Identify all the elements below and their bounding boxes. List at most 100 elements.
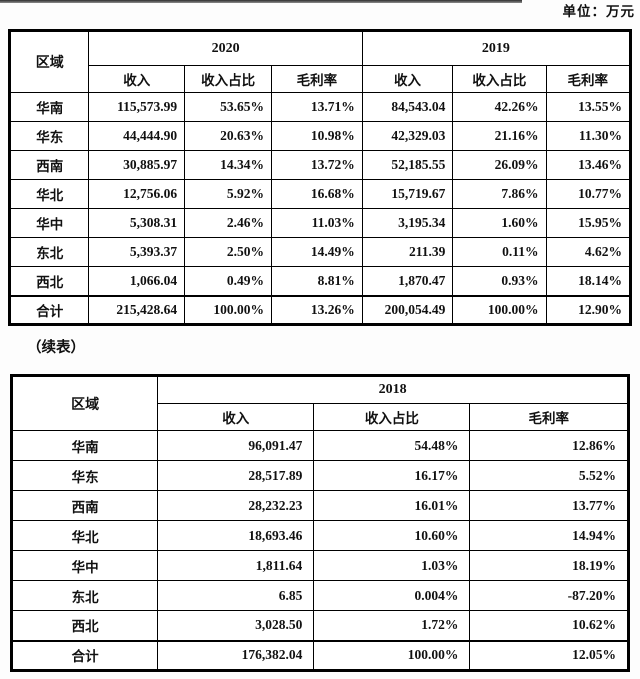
table-row: 华东 44,444.90 20.63% 10.98% 42,329.03 21.16% 11… xyxy=(8,121,631,151)
value-cell: 14.49% xyxy=(271,237,363,267)
value-cell: 10.62% xyxy=(469,610,629,641)
value-cell: 52,185.55 xyxy=(361,150,454,180)
value-cell: 13.55% xyxy=(545,92,631,122)
table-row: 东北 6.85 0.004% -87.20% xyxy=(10,580,629,611)
top-horizontal-rule xyxy=(0,0,522,3)
value-cell: 0.93% xyxy=(452,266,547,296)
table-row: 华东 28,517.89 16.17% 5.52% xyxy=(10,460,629,491)
value-cell: 5.52% xyxy=(469,460,629,491)
value-cell: 12,756.06 xyxy=(88,179,186,209)
value-cell: 96,091.47 xyxy=(157,430,315,461)
revenue-table-2018: 区域 2018 收入 收入占比 毛利率 华南 96,091.47 54.48% 12.… xyxy=(10,374,630,672)
value-cell: 3,195.34 xyxy=(361,208,454,238)
region-cell: 华东 xyxy=(10,460,159,491)
value-cell: 100.00% xyxy=(184,294,273,325)
value-cell: 211.39 xyxy=(361,237,454,267)
table-row: 西南 28,232.23 16.01% 13.77% xyxy=(10,490,629,521)
table-row: 华中 5,308.31 2.46% 11.03% 3,195.34 1.60% 15.95% xyxy=(8,208,631,238)
t1-body: 华南 115,573.99 53.65% 13.71% 84,543.04 42.26% 1… xyxy=(8,92,631,325)
table1-header: 区域 2020 2019 收入 收入占比 毛利率 收入 收入占比 毛利率 xyxy=(8,30,632,93)
value-cell: 12.05% xyxy=(469,639,629,671)
region-cell: 华中 xyxy=(10,550,159,581)
total-label-cell: 合计 xyxy=(10,639,159,671)
value-cell: 10.98% xyxy=(271,121,363,151)
region-cell: 西南 xyxy=(10,490,159,521)
value-cell: 84,543.04 xyxy=(361,92,454,122)
value-cell: 15,719.67 xyxy=(361,179,454,209)
value-cell: 13.46% xyxy=(545,150,631,180)
value-cell: 3,028.50 xyxy=(157,610,315,641)
table-total-row: 合计 215,428.64 100.00% 13.26% 200,054.49 100.0… xyxy=(8,294,631,325)
year-header-2019: 2019 xyxy=(361,30,632,66)
column-header-gross-margin: 毛利率 xyxy=(545,65,631,93)
value-cell: 4.62% xyxy=(545,237,631,267)
value-cell: 42,329.03 xyxy=(361,121,454,151)
column-header-revenue: 收入 xyxy=(88,65,186,93)
value-cell: 6.85 xyxy=(157,580,315,611)
value-cell: 54.48% xyxy=(313,430,471,461)
table-row: 华南 96,091.47 54.48% 12.86% xyxy=(10,430,629,461)
table-row: 华北 12,756.06 5.92% 16.68% 15,719.67 7.86% 10.7… xyxy=(8,179,631,209)
value-cell: 2.50% xyxy=(184,237,273,267)
table2-subheader-row: 收入 收入占比 毛利率 xyxy=(12,403,629,431)
column-header-gross-margin: 毛利率 xyxy=(469,403,629,431)
value-cell: 0.11% xyxy=(452,237,547,267)
year-header-2018: 2018 xyxy=(157,375,629,404)
column-header-revenue-share: 收入占比 xyxy=(313,403,471,431)
table-row: 华南 115,573.99 53.65% 13.71% 84,543.04 42.26% 1… xyxy=(8,92,631,122)
value-cell: 7.86% xyxy=(452,179,547,209)
table1-year-row: 区域 2020 2019 xyxy=(8,30,632,93)
region-cell: 华南 xyxy=(8,92,90,122)
revenue-table-2020-2019: 区域 2020 2019 收入 收入占比 毛利率 收入 收入占比 毛利率 华南 1… xyxy=(8,29,632,326)
table-row: 西北 1,066.04 0.49% 8.81% 1,870.47 0.93% 18.14% xyxy=(8,266,631,296)
region-cell: 西南 xyxy=(8,150,90,180)
region-column-header: 区域 xyxy=(10,375,159,431)
value-cell: 2.46% xyxy=(184,208,273,238)
value-cell: 200,054.49 xyxy=(361,294,454,325)
table2-header: 区域 2018 收入 收入占比 毛利率 xyxy=(10,375,629,431)
value-cell: 12.86% xyxy=(469,430,629,461)
value-cell: 1.60% xyxy=(452,208,547,238)
value-cell: 5,308.31 xyxy=(88,208,186,238)
value-cell: 1.72% xyxy=(313,610,471,641)
column-header-revenue: 收入 xyxy=(157,403,315,431)
value-cell: 215,428.64 xyxy=(88,294,186,325)
region-cell: 东北 xyxy=(8,237,90,267)
unit-label: 单位：万元 xyxy=(562,4,635,19)
value-cell: 5.92% xyxy=(184,179,273,209)
table-row: 华中 1,811.64 1.03% 18.19% xyxy=(10,550,629,581)
value-cell: 18,693.46 xyxy=(157,520,315,551)
value-cell: 1.03% xyxy=(313,550,471,581)
value-cell: 21.16% xyxy=(452,121,547,151)
region-cell: 东北 xyxy=(10,580,159,611)
region-column-header: 区域 xyxy=(8,30,90,93)
value-cell: 5,393.37 xyxy=(88,237,186,267)
value-cell: 13.77% xyxy=(469,490,629,521)
region-cell: 华南 xyxy=(10,430,159,461)
value-cell: 13.71% xyxy=(271,92,363,122)
value-cell: 13.26% xyxy=(271,294,363,325)
year-header-2020: 2020 xyxy=(88,30,363,66)
column-header-revenue: 收入 xyxy=(361,65,454,93)
region-cell: 西北 xyxy=(10,610,159,641)
value-cell: 26.09% xyxy=(452,150,547,180)
column-header-gross-margin: 毛利率 xyxy=(271,65,363,93)
value-cell: 16.68% xyxy=(271,179,363,209)
value-cell: 11.30% xyxy=(545,121,631,151)
value-cell: 12.90% xyxy=(545,294,631,325)
value-cell: 10.60% xyxy=(313,520,471,551)
value-cell: 14.34% xyxy=(184,150,273,180)
value-cell: 11.03% xyxy=(271,208,363,238)
value-cell: 1,870.47 xyxy=(361,266,454,296)
value-cell: 115,573.99 xyxy=(88,92,186,122)
value-cell: 30,885.97 xyxy=(88,150,186,180)
region-cell: 华东 xyxy=(8,121,90,151)
value-cell: 53.65% xyxy=(184,92,273,122)
value-cell: 0.004% xyxy=(313,580,471,611)
value-cell: 8.81% xyxy=(271,266,363,296)
value-cell: 15.95% xyxy=(545,208,631,238)
value-cell: 18.14% xyxy=(545,266,631,296)
value-cell: 100.00% xyxy=(452,294,547,325)
total-label-cell: 合计 xyxy=(8,294,90,325)
